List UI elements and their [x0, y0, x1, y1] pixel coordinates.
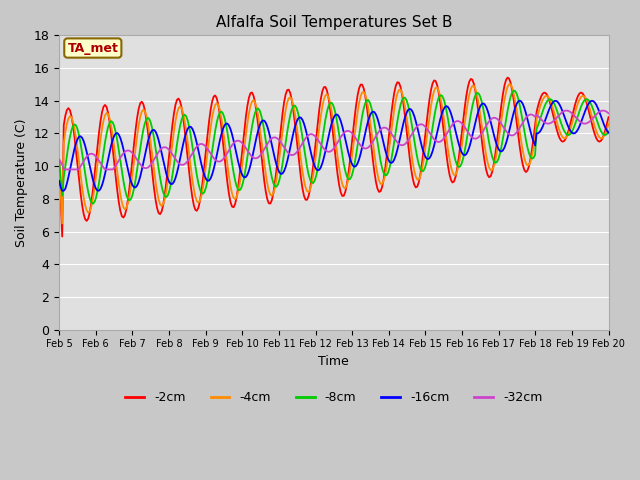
X-axis label: Time: Time: [319, 355, 349, 368]
Legend: -2cm, -4cm, -8cm, -16cm, -32cm: -2cm, -4cm, -8cm, -16cm, -32cm: [120, 386, 547, 409]
Y-axis label: Soil Temperature (C): Soil Temperature (C): [15, 118, 28, 247]
Title: Alfalfa Soil Temperatures Set B: Alfalfa Soil Temperatures Set B: [216, 15, 452, 30]
Text: TA_met: TA_met: [67, 42, 118, 55]
